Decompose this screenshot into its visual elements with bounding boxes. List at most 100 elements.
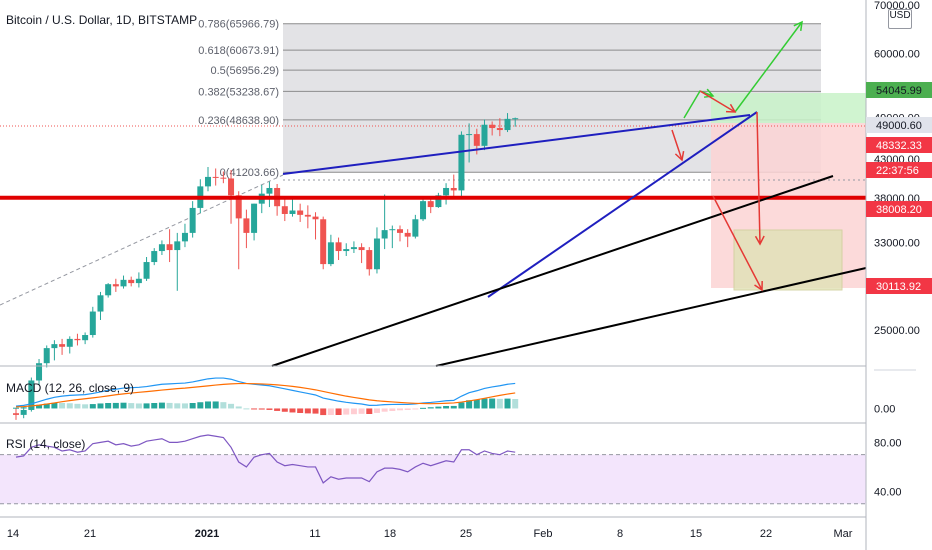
fib-level-label: 0.5(56956.29) [211,65,280,77]
fib-level-label: 0.382(53238.67) [198,86,279,98]
price-label-value: 22:37:56 [876,165,919,177]
candle-body [473,134,480,146]
currency-button[interactable]: USD [888,9,912,29]
candle-body [458,134,465,191]
macd-histogram-bar [297,408,304,413]
candle-body [205,176,211,187]
price-label-tag [866,137,932,153]
macd-histogram-bar [97,403,104,409]
candle-body [443,187,450,196]
macd-signal-line [15,382,516,408]
rsi-line [15,434,516,484]
rsi-tick-label: 40.00 [874,486,902,498]
candle-body [504,118,511,131]
red-arrow-target-head [754,280,763,292]
candle-body [358,247,365,251]
macd-histogram-bar [458,402,465,409]
red-arrow-dip [671,129,683,161]
macd-histogram-bar [435,406,442,409]
candle-body [366,250,373,270]
macd-histogram-bar [151,403,158,409]
candle-body [220,177,227,179]
candle-body [412,219,419,237]
channel-line-upper [271,175,834,367]
time-tick-label: 14 [7,528,19,540]
macd-histogram-bar [174,403,181,409]
candle-body [128,279,135,284]
candle-body [327,242,334,265]
macd-histogram-bar [74,403,81,409]
candle-body [74,338,81,341]
macd-histogram-bar [466,400,473,409]
macd-histogram-bar [443,406,450,409]
fib-level-label: 0.786(65966.79) [198,19,279,31]
macd-histogram-bar [366,408,373,414]
candle-body [28,380,35,410]
macd-histogram-bar [289,408,296,413]
macd-histogram-bar [281,408,288,412]
macd-histogram-bar [43,403,50,409]
fib-level-label: 0(41203.66) [220,167,279,179]
price-label-tag [866,117,932,133]
macd-histogram-bar [143,403,150,409]
price-label-tag [866,278,932,294]
price-label-tag [866,82,932,98]
red-arrow-drop [756,111,761,245]
green-arrow-up-small-head [703,88,715,98]
price-tick-label: 60000.00 [874,49,920,61]
candle-body [120,279,127,287]
macd-histogram-bar [489,398,496,409]
macd-histogram-bar [350,408,357,415]
time-tick-label: 25 [460,528,472,540]
candle-body [297,210,304,215]
candle-body [350,247,357,250]
macd-histogram-bar [28,406,35,409]
green-arrow-up-large-head [793,20,803,32]
candle-body [135,278,142,284]
candle-body [335,242,342,252]
candle-body [82,335,89,341]
macd-histogram-bar [66,403,73,409]
candle-body [481,124,488,146]
macd-histogram-bar [343,408,350,415]
macd-histogram-bar [258,408,265,410]
time-tick-label: 2021 [195,528,219,540]
macd-histogram-bar [20,407,27,409]
macd-histogram-bar [427,407,434,409]
red-arrow-pullback [699,90,736,113]
macd-histogram-bar [358,408,365,414]
macd-histogram-bar [251,408,258,410]
price-label-value: 54045.99 [876,85,922,97]
price-label-value: 49000.60 [876,120,922,132]
macd-histogram-bar [266,408,273,410]
candle-body [450,187,457,191]
candle-body [397,229,403,233]
candle-body [496,128,503,131]
candle-body [373,238,380,270]
price-tick-label: 33000.00 [874,237,920,249]
candle-body [36,363,43,381]
candle-body [105,284,112,296]
macd-histogram-bar [327,408,334,415]
rsi-label: RSI (14, close) [6,437,86,451]
candle-body [59,344,66,347]
macd-histogram-bar [412,408,419,410]
macd-histogram-bar [404,408,411,410]
macd-histogram-bar [13,407,19,409]
macd-histogram-bar [220,402,227,409]
candle-body [435,195,442,208]
candle-body [181,232,188,242]
macd-histogram-bar [481,398,488,409]
candle-body [166,244,173,251]
candle-body [89,311,96,336]
macd-histogram-bar [389,408,396,411]
macd-tick-label: 0.00 [874,403,895,415]
candle-body [228,178,235,196]
macd-histogram-bar [450,405,457,409]
candle-body [266,187,273,194]
resistance-trendline [282,114,751,175]
candle-body [404,232,411,237]
time-tick-label: 15 [690,528,702,540]
candle-body [112,284,119,287]
